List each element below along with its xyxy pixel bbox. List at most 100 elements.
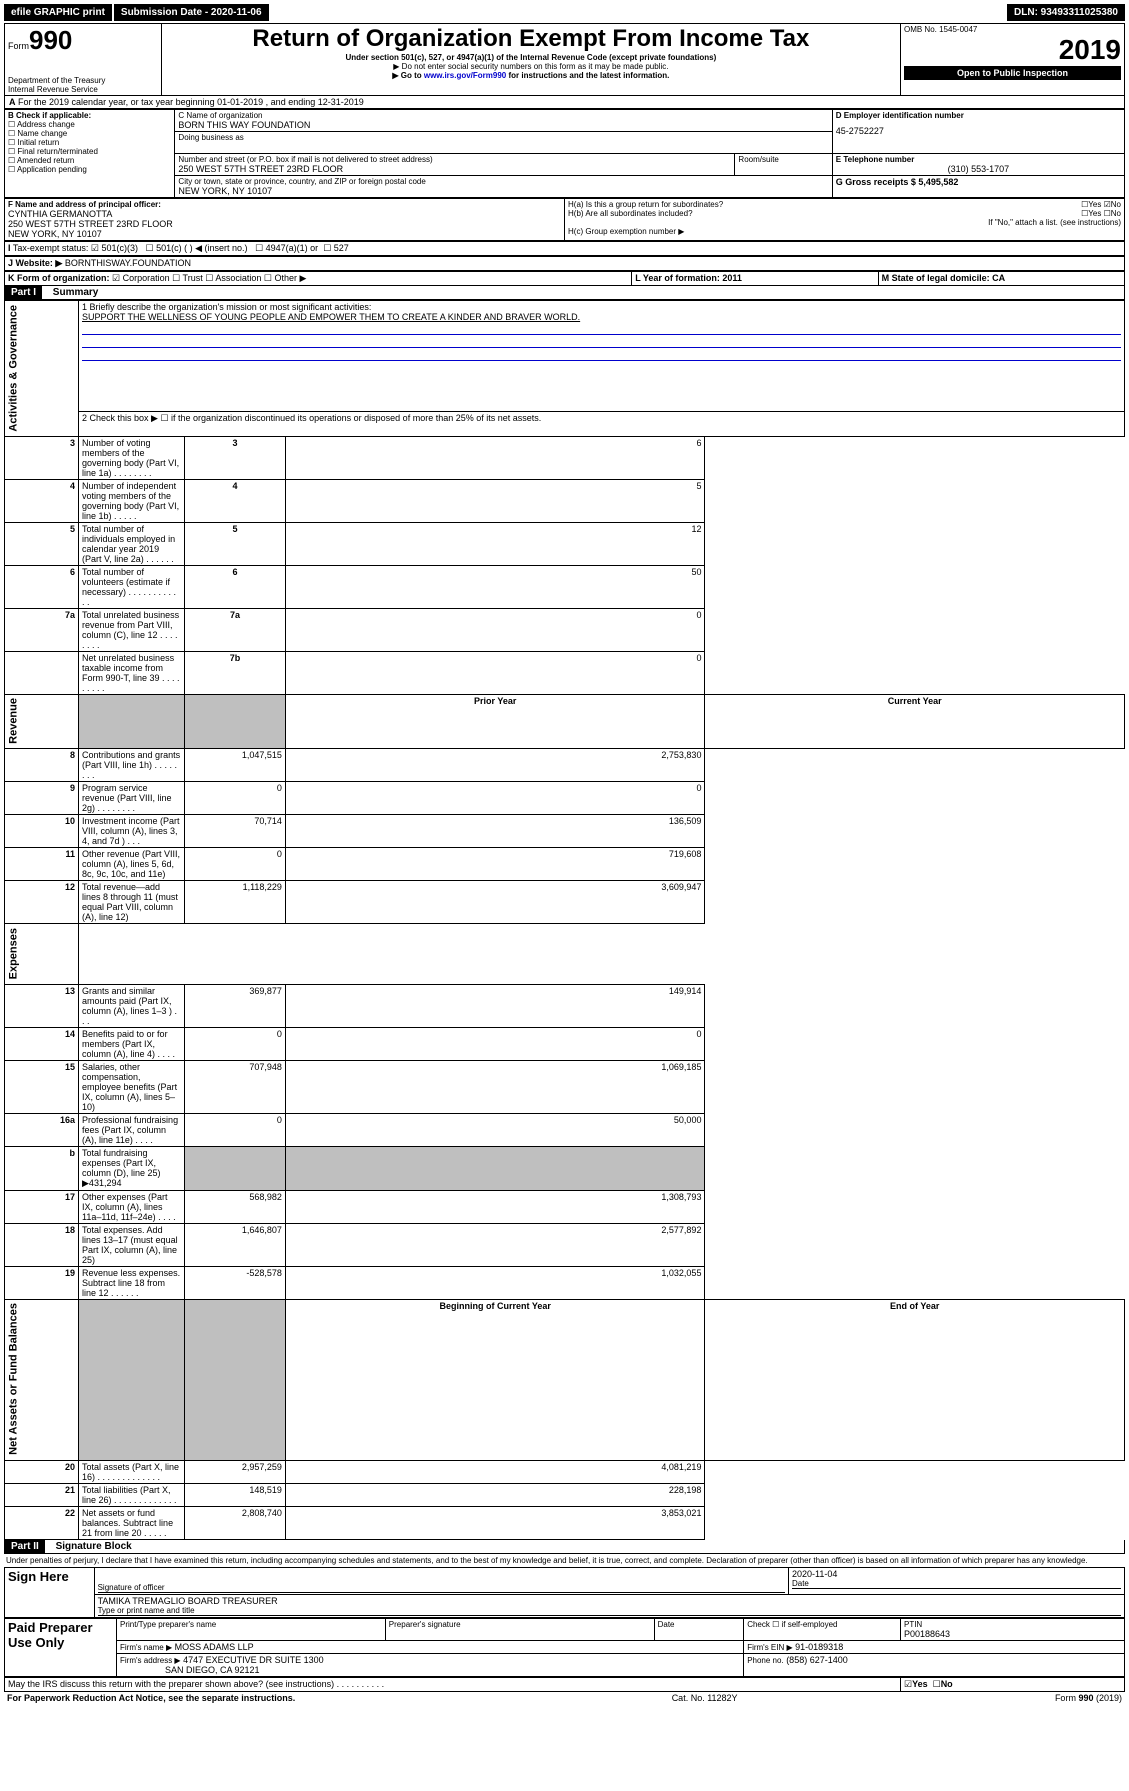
year-formation: L Year of formation: 2011 [635, 273, 742, 283]
ptin-label: PTIN [904, 1620, 1121, 1629]
part1-title: Summary [45, 287, 99, 298]
b-pending[interactable]: ☐ Application pending [8, 165, 171, 174]
table-row: 16aProfessional fundraising fees (Part I… [5, 1113, 1125, 1146]
j-label: Website: ▶ [16, 258, 63, 268]
prep-date-label: Date [658, 1620, 741, 1629]
firm-phone: (858) 627-1400 [786, 1655, 848, 1665]
ein: 45-2752227 [836, 126, 1121, 136]
hb-note: If "No," attach a list. (see instruction… [568, 218, 1121, 227]
hb-label: H(b) Are all subordinates included? [568, 209, 693, 218]
firm-ein: 91-0189318 [795, 1642, 843, 1652]
gross-receipts: G Gross receipts $ 5,495,582 [836, 177, 959, 187]
irs-link[interactable]: www.irs.gov/Form990 [424, 71, 506, 80]
table-row: 4Number of independent voting members of… [5, 479, 1125, 522]
i-527[interactable]: ☐ 527 [323, 243, 349, 253]
dept-treasury: Department of the Treasury Internal Reve… [8, 76, 158, 94]
open-inspection: Open to Public Inspection [904, 66, 1121, 80]
phone-label: Phone no. [747, 1656, 783, 1665]
hb-answer[interactable]: ☐Yes ☐No [1081, 209, 1121, 218]
k-assoc[interactable]: ☐ Association [205, 273, 261, 283]
section-expenses: Expenses [5, 924, 79, 984]
state-domicile: M State of legal domicile: CA [882, 273, 1006, 283]
c-name-label: C Name of organization [178, 111, 828, 120]
table-row: 11Other revenue (Part VIII, column (A), … [5, 848, 1125, 881]
table-row: 14Benefits paid to or for members (Part … [5, 1027, 1125, 1060]
table-row: 13Grants and similar amounts paid (Part … [5, 984, 1125, 1027]
omb-no: OMB No. 1545-0047 [904, 25, 1121, 34]
i-501c[interactable]: ☐ 501(c) ( ) ◀ (insert no.) [146, 243, 248, 253]
dln: DLN: 93493311025380 [1007, 4, 1125, 21]
date-label: Date [792, 1579, 1121, 1589]
pra-notice: For Paperwork Reduction Act Notice, see … [7, 1693, 295, 1703]
discuss-answer[interactable]: ☑Yes ☐No [901, 1677, 1125, 1691]
part1-table: Activities & Governance 1 Briefly descri… [4, 300, 1125, 1540]
k-corp[interactable]: ☑ Corporation [112, 273, 170, 283]
addr-label: Number and street (or P.O. box if mail i… [178, 155, 731, 164]
room-label: Room/suite [738, 155, 828, 164]
part2-title: Signature Block [48, 1541, 132, 1552]
e-label: E Telephone number [836, 155, 915, 164]
i-label: Tax-exempt status: [13, 243, 89, 253]
q1-label: 1 Briefly describe the organization's mi… [82, 302, 1121, 312]
form-label: Form [8, 41, 29, 51]
b-address-change[interactable]: ☐ Address change [8, 120, 171, 129]
f-label: F Name and address of principal officer: [8, 200, 161, 209]
officer-name: CYNTHIA GERMANOTTA [8, 209, 561, 219]
section-revenue: Revenue [5, 694, 79, 749]
dba-label: Doing business as [178, 133, 828, 142]
table-row: 10Investment income (Part VIII, column (… [5, 815, 1125, 848]
section-net: Net Assets or Fund Balances [5, 1299, 79, 1460]
part1-header: Part I [5, 286, 42, 299]
prep-name-label: Print/Type preparer's name [120, 1620, 382, 1629]
paid-preparer-label: Paid Preparer Use Only [8, 1620, 93, 1650]
table-row: 9Program service revenue (Part VIII, lin… [5, 782, 1125, 815]
col-end: End of Year [890, 1301, 939, 1311]
entity-block: B Check if applicable: ☐ Address change … [4, 109, 1125, 198]
form-header: Form990 Department of the Treasury Inter… [4, 23, 1125, 96]
firm-ein-label: Firm's EIN ▶ [747, 1643, 792, 1652]
efile-btn[interactable]: efile GRAPHIC print [4, 4, 112, 21]
table-row: 19Revenue less expenses. Subtract line 1… [5, 1266, 1125, 1299]
table-row: 7aTotal unrelated business revenue from … [5, 608, 1125, 651]
i-4947[interactable]: ☐ 4947(a)(1) or [255, 243, 318, 253]
table-row: 22Net assets or fund balances. Subtract … [5, 1506, 1125, 1539]
b-name-change[interactable]: ☐ Name change [8, 129, 171, 138]
q2-checkbox[interactable]: 2 Check this box ▶ ☐ if the organization… [79, 411, 1125, 436]
table-row: 3Number of voting members of the governi… [5, 436, 1125, 479]
ha-answer[interactable]: ☐Yes ☑No [1081, 200, 1121, 209]
city-state-zip: NEW YORK, NY 10107 [178, 186, 828, 196]
prep-sig-label: Preparer's signature [389, 1620, 651, 1629]
ha-label: H(a) Is this a group return for subordin… [568, 200, 723, 209]
signature-block: Sign Here Signature of officer 2020-11-0… [4, 1567, 1125, 1618]
b-initial-return[interactable]: ☐ Initial return [8, 138, 171, 147]
submission-date: Submission Date - 2020-11-06 [114, 4, 269, 21]
perjury-declaration: Under penalties of perjury, I declare th… [4, 1554, 1125, 1567]
self-employed-check[interactable]: Check ☐ if self-employed [747, 1620, 897, 1629]
table-row: 15Salaries, other compensation, employee… [5, 1060, 1125, 1113]
b-amended[interactable]: ☐ Amended return [8, 156, 171, 165]
telephone: (310) 553-1707 [836, 164, 1121, 174]
preparer-block: Paid Preparer Use Only Print/Type prepar… [4, 1618, 1125, 1677]
street-address: 250 WEST 57TH STREET 23RD FLOOR [178, 164, 731, 174]
firm-addr-label: Firm's address ▶ [120, 1656, 181, 1665]
firm-name-label: Firm's name ▶ [120, 1643, 172, 1652]
line-a: A For the 2019 calendar year, or tax yea… [4, 96, 1125, 109]
tax-year: 2019 [904, 34, 1121, 66]
b-final-return[interactable]: ☐ Final return/terminated [8, 147, 171, 156]
col-prior: Prior Year [474, 696, 516, 706]
table-row: 18Total expenses. Add lines 13–17 (must … [5, 1223, 1125, 1266]
col-current: Current Year [888, 696, 942, 706]
officer-addr1: 250 WEST 57TH STREET 23RD FLOOR [8, 219, 561, 229]
form-number: 990 [29, 25, 72, 55]
i-501c3[interactable]: ☑ 501(c)(3) [91, 243, 138, 253]
section-governance: Activities & Governance [5, 301, 79, 437]
table-row: 6Total number of volunteers (estimate if… [5, 565, 1125, 608]
form-title: Return of Organization Exempt From Incom… [165, 25, 897, 53]
sign-here-label: Sign Here [8, 1569, 69, 1584]
k-label: K Form of organization: [8, 273, 110, 283]
top-bar: efile GRAPHIC print Submission Date - 20… [4, 4, 1125, 21]
mission-text: SUPPORT THE WELLNESS OF YOUNG PEOPLE AND… [82, 312, 1121, 322]
k-other[interactable]: ☐ Other ▶ [264, 273, 307, 283]
part2-header: Part II [5, 1540, 45, 1553]
k-trust[interactable]: ☐ Trust [172, 273, 203, 283]
